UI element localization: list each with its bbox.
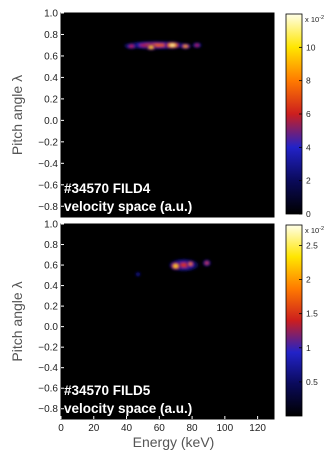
y-tick-label: 0.2 <box>44 94 58 105</box>
y-tick-label: −0.8 <box>38 404 58 415</box>
heatmap-blob <box>129 45 134 48</box>
y-tick-label: 0.2 <box>44 302 58 313</box>
y-tick-label: −0.2 <box>38 343 58 354</box>
colorbar-multiplier: x 10-2 <box>305 15 324 24</box>
heatmap-blob <box>169 44 175 47</box>
heatmap-blob <box>174 264 178 268</box>
plot-area <box>61 224 274 419</box>
x-tick-label: 20 <box>88 423 100 434</box>
x-tick-label: 80 <box>187 423 199 434</box>
y-tick-label: 0.0 <box>44 322 58 333</box>
colorbar-tick-label: 10 <box>306 42 316 52</box>
y-tick-label: −0.2 <box>38 137 58 148</box>
x-tick-label: 40 <box>121 423 133 434</box>
heatmap-blob <box>137 273 140 276</box>
axis-frame <box>60 12 275 218</box>
y-tick-label: −0.6 <box>38 384 58 395</box>
heatmap-panel-2: 1.0 0.8 0.6 0.4 0.2 0.0 −0.2 −0.4 −0.6 −0.80 20 40 6… <box>9 220 324 450</box>
heatmap-cells <box>124 41 202 51</box>
colorbar-tick-label: 1 <box>306 343 311 353</box>
colorbar-tick-label: 8 <box>306 76 311 86</box>
panel-annotation: velocity space (a.u.) <box>64 401 192 416</box>
panel-annotation: #34570 FILD5 <box>64 383 151 398</box>
y-tick-label: 1.0 <box>44 220 58 231</box>
panel-annotation: velocity space (a.u.) <box>64 199 192 214</box>
colorbar-tick-label: 4 <box>306 142 311 152</box>
x-tick-label: 60 <box>154 423 166 434</box>
axis-frame <box>60 223 275 420</box>
y-tick-label: −0.4 <box>38 159 58 170</box>
colorbar-exponent: -2 <box>319 15 324 21</box>
heatmap-cells <box>135 259 211 277</box>
y-tick-label: −0.4 <box>38 363 58 374</box>
panel-annotation: #34570 FILD4 <box>64 181 151 196</box>
heatmap-blob <box>183 45 188 48</box>
x-tick-label: 120 <box>249 423 266 434</box>
colorbar <box>285 224 303 417</box>
colorbar-tick-label: 6 <box>306 109 311 119</box>
colorbar-tick-label: 2 <box>306 176 311 186</box>
colorbar-tick-label: 2 <box>306 275 311 285</box>
y-axis-label: Pitch angle λ <box>9 75 25 155</box>
y-tick-label: 0.0 <box>44 116 58 127</box>
y-tick-label: 0.8 <box>44 240 58 251</box>
heatmap-blob <box>195 44 199 47</box>
heatmap-panel-1: 1.0 0.8 0.6 0.4 0.2 0.0 −0.2 −0.4 −0.6 −0.8 Pitch … <box>9 9 324 220</box>
colorbar-tick-label: 2.5 <box>306 240 318 250</box>
y-tick-label: 0.6 <box>44 261 58 272</box>
y-axis-label: Pitch angle λ <box>9 281 25 361</box>
y-tick-label: 0.6 <box>44 51 58 62</box>
colorbar-tick-label: 0 <box>306 209 311 219</box>
x-axis-label: Energy (keV) <box>133 434 215 450</box>
colorbar-exponent: -2 <box>319 226 324 232</box>
y-tick-label: 0.4 <box>44 281 58 292</box>
heatmap-blob <box>149 46 153 49</box>
colorbar-tick-label: 1.5 <box>306 309 318 319</box>
y-tick-label: −0.8 <box>38 202 58 213</box>
y-tick-label: 0.4 <box>44 73 58 84</box>
heatmap-blob <box>205 261 209 265</box>
colorbar-multiplier: x 10-2 <box>305 226 324 235</box>
heatmap-blob <box>179 263 189 267</box>
colorbar-tick-label: 0.5 <box>306 377 318 387</box>
x-tick-label: 100 <box>217 423 234 434</box>
y-tick-label: 0.8 <box>44 30 58 41</box>
x-tick-label: 0 <box>58 423 64 434</box>
y-tick-label: 1.0 <box>44 9 58 20</box>
heatmap-blob <box>189 263 192 266</box>
y-tick-label: −0.6 <box>38 180 58 191</box>
